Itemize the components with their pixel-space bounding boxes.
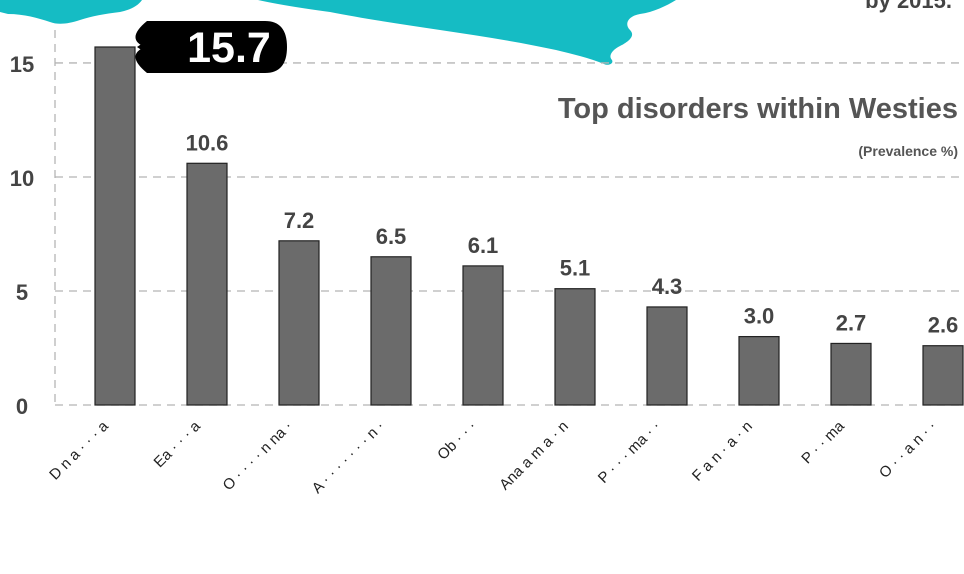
value-label: 6.5 xyxy=(376,224,407,249)
callout-pointer xyxy=(137,31,161,63)
x-tick-label: Ana a m a · n xyxy=(496,418,572,494)
x-tick-label: P · · ma xyxy=(798,417,848,467)
x-tick-label: Ea · · · a xyxy=(151,417,205,471)
value-label: 2.6 xyxy=(928,313,959,338)
value-label: 3.0 xyxy=(744,304,775,329)
teal-banner-left xyxy=(0,0,142,24)
bar xyxy=(922,345,964,406)
bar xyxy=(646,306,688,406)
bar xyxy=(830,342,872,406)
value-label: 6.1 xyxy=(468,233,499,258)
bar xyxy=(94,46,136,406)
value-callout xyxy=(135,21,287,73)
header-fragment: by 2015. xyxy=(865,0,952,13)
chart-subtitle: (Prevalence %) xyxy=(858,143,958,159)
x-tick-label: P · · · ma · · xyxy=(595,418,664,487)
value-label: 5.1 xyxy=(560,256,591,281)
bar xyxy=(462,265,504,406)
value-label: 15.7 xyxy=(187,24,271,72)
teal-banner-right xyxy=(258,0,676,65)
x-tick-label: F a n · a · n xyxy=(689,418,756,485)
x-tick-label: A · · · · · · · n · xyxy=(309,418,388,497)
bar xyxy=(186,162,228,406)
x-tick-label: O · · · · n na · xyxy=(220,418,296,494)
value-label: 10.6 xyxy=(186,130,229,155)
chart-title: Top disorders within Westies xyxy=(557,93,958,125)
x-tick-label: Ob · · · xyxy=(434,418,480,464)
value-label: 4.3 xyxy=(652,274,683,299)
y-tick-label: 10 xyxy=(10,166,34,191)
value-label: 7.2 xyxy=(284,208,315,233)
y-tick-label: 5 xyxy=(16,280,28,305)
bar xyxy=(278,240,320,406)
y-tick-label: 0 xyxy=(16,394,28,419)
x-tick-label: O · · a n · · xyxy=(876,418,940,482)
x-tick-label: D n a · · · a xyxy=(46,417,112,483)
bar xyxy=(370,256,412,406)
y-tick-label: 15 xyxy=(10,52,34,77)
bar xyxy=(738,335,780,406)
bar xyxy=(554,288,596,406)
value-label: 2.7 xyxy=(836,310,867,335)
